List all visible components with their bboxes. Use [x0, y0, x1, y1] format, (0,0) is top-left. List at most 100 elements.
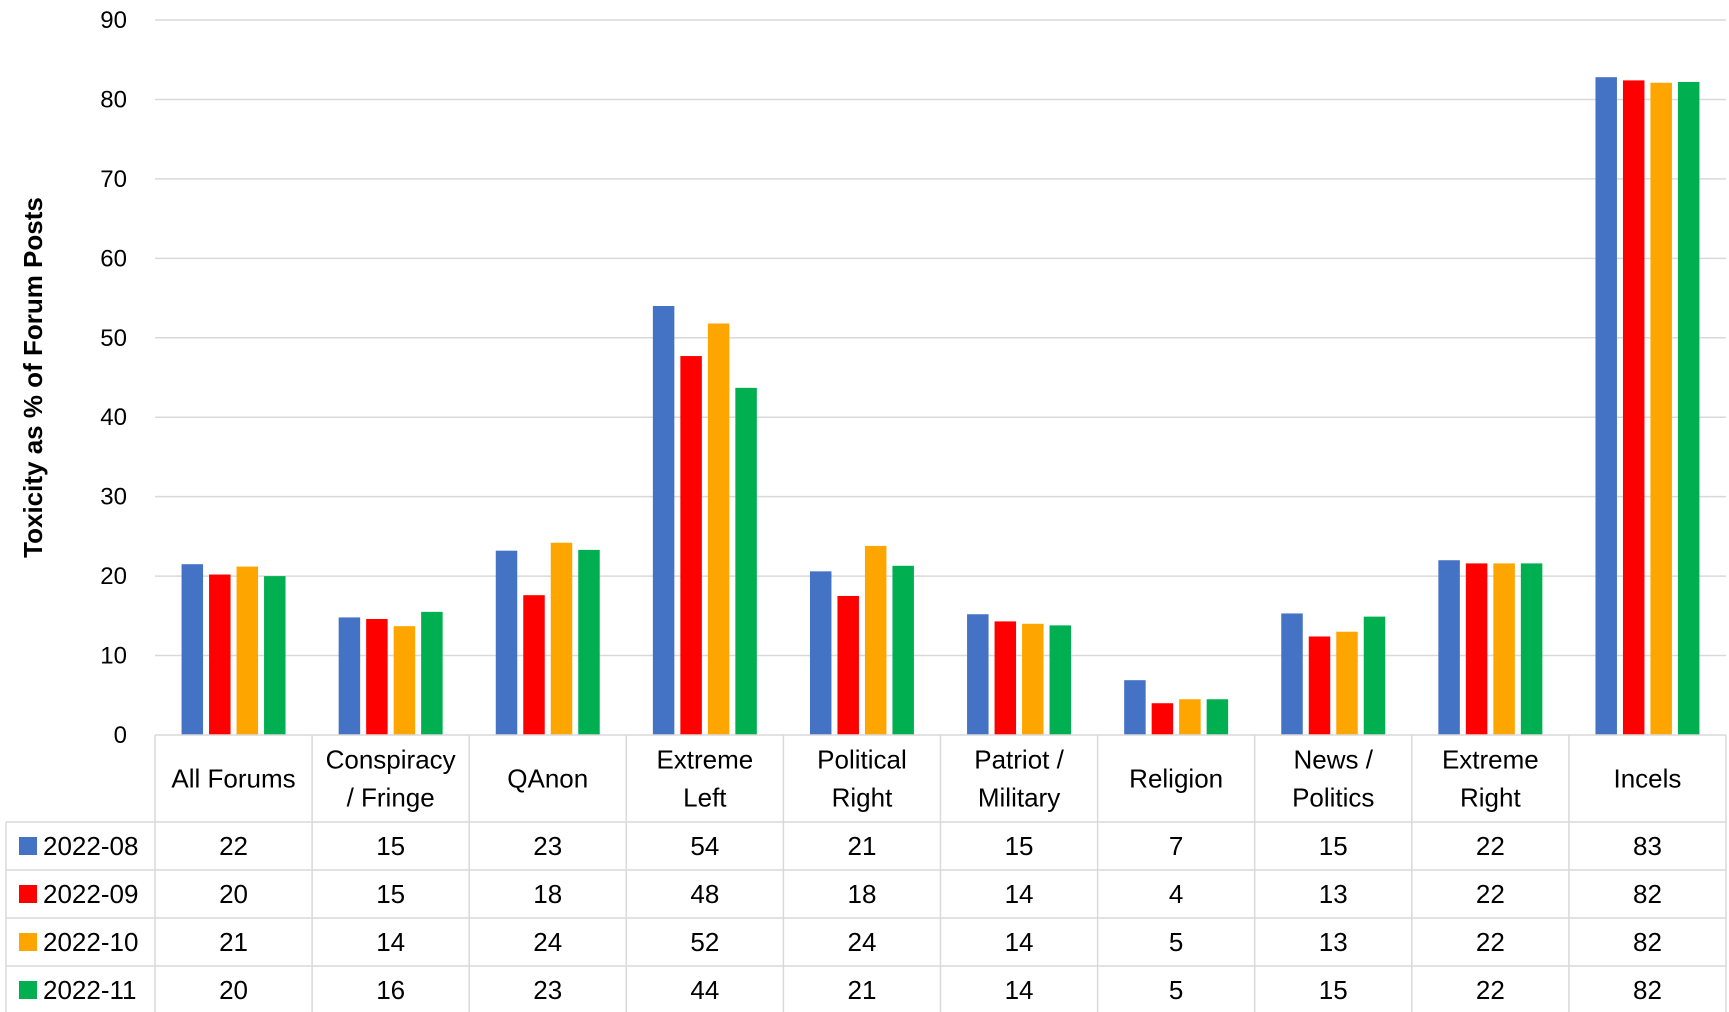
x-category-label: News /	[1294, 745, 1374, 775]
y-tick-label: 0	[114, 722, 127, 749]
data-label: 15	[376, 831, 405, 861]
data-label: 5	[1169, 975, 1183, 1005]
data-label: 15	[1319, 975, 1348, 1005]
y-axis-label: Toxicity as % of Forum Posts	[18, 197, 48, 558]
bar-2022-08-0	[181, 564, 204, 735]
data-label: 21	[847, 831, 876, 861]
x-category-label: All Forums	[171, 764, 295, 794]
legend-swatch-2022-10	[19, 933, 37, 951]
legend-label: 2022-11	[43, 975, 137, 1005]
x-category-label: Political	[817, 745, 907, 775]
data-label: 22	[1476, 927, 1505, 957]
bar-2022-08-5	[967, 614, 989, 735]
data-label: 14	[376, 927, 405, 957]
bar-2022-09-0	[209, 574, 231, 735]
legend-label: 2022-08	[43, 831, 138, 861]
bar-2022-09-4	[837, 595, 859, 735]
bar-2022-08-1	[338, 617, 361, 735]
bar-2022-11-2	[578, 549, 600, 735]
data-label: 20	[219, 975, 248, 1005]
y-tick-label: 80	[100, 86, 127, 113]
y-tick-label: 50	[100, 325, 127, 352]
bar-2022-09-8	[1465, 563, 1488, 735]
y-tick-label: 20	[100, 563, 127, 590]
bar-2022-10-7	[1336, 631, 1358, 735]
bar-2022-11-9	[1677, 81, 1700, 735]
data-label: 52	[690, 927, 719, 957]
data-label: 44	[690, 975, 719, 1005]
data-label: 18	[533, 879, 562, 909]
data-label: 18	[847, 879, 876, 909]
bar-2022-10-2	[550, 542, 573, 735]
data-label: 23	[533, 975, 562, 1005]
data-label: 14	[1005, 927, 1034, 957]
data-label: 23	[533, 831, 562, 861]
data-label: 83	[1633, 831, 1662, 861]
bar-2022-08-6	[1124, 680, 1146, 735]
data-label: 82	[1633, 879, 1662, 909]
y-tick-label: 60	[100, 245, 127, 272]
bar-2022-08-2	[495, 550, 518, 735]
bar-2022-08-7	[1281, 613, 1303, 735]
bar-2022-10-9	[1650, 82, 1672, 735]
bar-2022-11-4	[892, 565, 914, 735]
legend-swatch-2022-09	[19, 885, 37, 903]
bar-2022-10-5	[1022, 623, 1044, 735]
data-label: 7	[1169, 831, 1183, 861]
data-label: 5	[1169, 927, 1183, 957]
legend-swatch-2022-08	[19, 837, 37, 855]
x-category-label: Right	[1460, 783, 1521, 813]
bar-2022-09-6	[1151, 703, 1174, 735]
data-label: 16	[376, 975, 405, 1005]
bar-2022-11-5	[1049, 625, 1072, 735]
bar-2022-10-1	[393, 626, 416, 735]
y-tick-label: 10	[100, 643, 127, 670]
data-label: 15	[1005, 831, 1034, 861]
bar-2022-10-3	[707, 323, 730, 735]
bar-2022-11-3	[735, 387, 757, 735]
bar-2022-10-0	[236, 566, 259, 735]
x-category-label: Military	[978, 783, 1060, 813]
x-category-label: Politics	[1292, 783, 1374, 813]
y-tick-label: 70	[100, 166, 127, 193]
x-category-label: / Fringe	[347, 783, 435, 813]
bar-2022-09-5	[994, 621, 1017, 735]
bar-2022-08-8	[1438, 560, 1460, 735]
data-label: 82	[1633, 927, 1662, 957]
data-label: 15	[376, 879, 405, 909]
data-label: 24	[847, 927, 876, 957]
bar-2022-10-8	[1493, 563, 1515, 735]
data-label: 22	[1476, 831, 1505, 861]
bar-2022-09-3	[680, 356, 702, 735]
data-label: 22	[1476, 879, 1505, 909]
bar-2022-09-2	[523, 595, 545, 735]
bar-2022-10-4	[864, 545, 887, 735]
bar-2022-11-0	[264, 576, 286, 735]
bar-2022-11-6	[1206, 699, 1229, 735]
x-category-label: Conspiracy	[326, 745, 456, 775]
bar-2022-08-9	[1595, 77, 1617, 735]
bar-2022-09-9	[1622, 80, 1645, 735]
data-label: 13	[1319, 879, 1348, 909]
bar-2022-09-7	[1308, 636, 1331, 735]
bar-2022-09-1	[366, 619, 388, 735]
data-label: 15	[1319, 831, 1348, 861]
legend-swatch-2022-11	[19, 981, 37, 999]
data-label: 13	[1319, 927, 1348, 957]
legend-label: 2022-09	[43, 879, 138, 909]
data-label: 24	[533, 927, 562, 957]
data-label: 22	[1476, 975, 1505, 1005]
bar-2022-08-3	[652, 306, 675, 735]
x-category-label: QAnon	[507, 764, 588, 794]
y-tick-label: 30	[100, 484, 127, 511]
bar-2022-11-7	[1363, 616, 1386, 735]
data-label: 14	[1005, 879, 1034, 909]
x-category-label: Patriot /	[974, 745, 1064, 775]
legend-label: 2022-10	[43, 927, 138, 957]
data-label: 21	[219, 927, 248, 957]
data-label: 21	[847, 975, 876, 1005]
data-label: 4	[1169, 879, 1183, 909]
data-label: 82	[1633, 975, 1662, 1005]
data-label: 54	[690, 831, 719, 861]
